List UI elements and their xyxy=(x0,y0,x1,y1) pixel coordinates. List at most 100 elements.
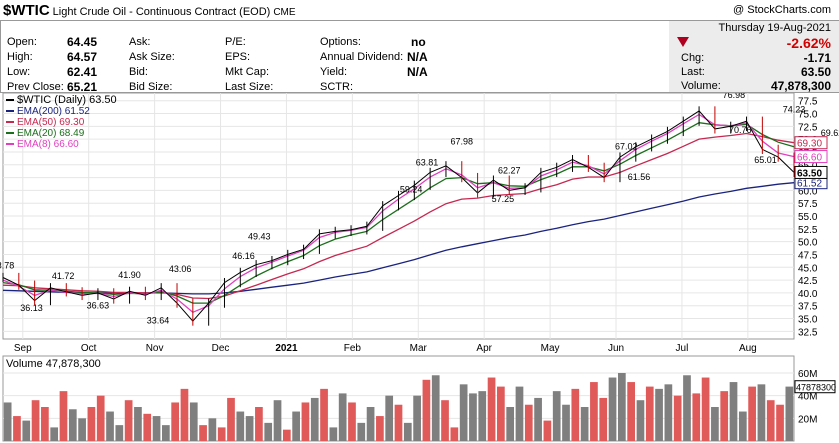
price-annotation: 43.78 xyxy=(0,260,14,270)
volume-bar xyxy=(552,391,561,441)
chg-label: Chg: xyxy=(681,52,705,64)
sctr-label: SCTR: xyxy=(320,81,353,93)
y-tick-label: 47.5 xyxy=(798,250,818,261)
volume-bar xyxy=(664,384,673,441)
volume-bar xyxy=(701,377,710,441)
bid-size-label: Bid Size: xyxy=(129,81,173,93)
volume-bar xyxy=(636,400,645,441)
volume-bar xyxy=(106,411,114,441)
down-arrow-icon xyxy=(677,37,689,47)
price-annotation: 49.43 xyxy=(248,232,271,242)
volume-tick-label: 20M xyxy=(798,414,817,425)
volume-bar xyxy=(608,377,617,441)
y-tick-label: 72.5 xyxy=(798,122,818,133)
volume-bar xyxy=(673,395,682,441)
volume-bar xyxy=(96,395,105,441)
volume-bar xyxy=(143,413,152,441)
volume-bar xyxy=(3,402,12,441)
volume-bar xyxy=(366,407,375,441)
volume-bar xyxy=(78,418,86,441)
volume-bar xyxy=(115,425,124,441)
volume-bar xyxy=(431,375,440,441)
volume-bar xyxy=(738,411,747,441)
volume-bar xyxy=(478,391,487,441)
volume-bar xyxy=(590,382,598,441)
legend-ema50: EMA(50) 69.30 xyxy=(17,117,85,128)
value-tag-label-ema200: 61.52 xyxy=(797,179,822,190)
description: Light Crude Oil - Continuous Contract (E… xyxy=(52,6,271,18)
price-annotation: 62.27 xyxy=(498,166,521,176)
volume-bar xyxy=(357,422,366,441)
volume-bar xyxy=(627,382,635,441)
volume-bar xyxy=(534,397,542,441)
volume-bar xyxy=(208,418,217,441)
price-annotation: 43.06 xyxy=(169,264,192,274)
annual-dividend-value: N/A xyxy=(407,50,428,64)
volume-bar xyxy=(450,427,459,441)
volume-bar xyxy=(68,409,77,441)
price-annotation: 69.62 xyxy=(821,128,839,138)
quote-panel: Open: 64.45 High: 64.57 Low: 62.41 Prev … xyxy=(0,20,839,94)
volume-bar xyxy=(785,386,794,441)
options-value: no xyxy=(411,35,426,49)
x-tick-label: Aug xyxy=(739,343,757,353)
last-size-label: Last Size: xyxy=(225,81,274,93)
volume-bar xyxy=(441,400,449,441)
price-annotation: 41.90 xyxy=(118,270,141,280)
volume-bar xyxy=(189,402,198,441)
volume-bar xyxy=(403,422,412,441)
price-annotation: 63.81 xyxy=(416,157,439,167)
volume-bar xyxy=(562,404,570,441)
volume-bar xyxy=(162,425,170,441)
low-value: 62.41 xyxy=(67,65,98,79)
volume-tag-label: 47878300 xyxy=(796,383,836,393)
ask-label: Ask: xyxy=(129,36,151,48)
value-tag-ema50 xyxy=(794,136,828,150)
y-tick-label: 57.5 xyxy=(798,199,818,210)
x-tick-label: Apr xyxy=(476,343,492,353)
volume-bar xyxy=(292,411,300,441)
volume-bar xyxy=(385,395,394,441)
low-label: Low: xyxy=(7,66,31,78)
volume-bar xyxy=(236,411,245,441)
volume-bar xyxy=(757,384,766,441)
price-annotation: 46.16 xyxy=(232,251,255,261)
volume-bar xyxy=(599,397,608,441)
symbol: $WTIC xyxy=(3,2,50,19)
x-tick-label: 2021 xyxy=(275,343,298,353)
volume-bar xyxy=(245,416,254,441)
value-tag-price xyxy=(794,165,828,179)
volume-bar xyxy=(310,397,319,441)
volume-bar xyxy=(506,407,515,441)
volume-bar xyxy=(571,388,580,441)
price-annotation: 57.25 xyxy=(492,194,515,204)
volume-value: 47,878,300 xyxy=(770,79,831,93)
volume-bar xyxy=(348,402,356,441)
price-annotation: 67.02 xyxy=(615,141,638,151)
change-percent: -2.62% xyxy=(786,35,831,51)
volume-bar xyxy=(329,427,338,441)
price-annotation: 67.98 xyxy=(451,136,474,146)
volume-bar xyxy=(766,400,775,441)
price-annotation: 36.63 xyxy=(87,300,110,310)
chg-value: -1.71 xyxy=(803,51,831,65)
volume-bar xyxy=(655,388,663,441)
volume-bar xyxy=(50,427,59,441)
y-tick-label: 55.0 xyxy=(798,212,818,223)
mkt-cap-label: Mkt Cap: xyxy=(225,66,270,78)
x-tick-label: Mar xyxy=(410,343,428,353)
volume-bar xyxy=(217,427,226,441)
volume-bar xyxy=(487,377,496,441)
volume-bar xyxy=(748,386,756,441)
volume-bar xyxy=(683,375,691,441)
volume-bar xyxy=(227,397,235,441)
y-tick-label: 40.0 xyxy=(798,289,818,300)
volume-bar xyxy=(87,407,96,441)
y-tick-label: 32.5 xyxy=(798,327,818,338)
price-annotation: 76.98 xyxy=(723,93,746,100)
value-tag-ema8 xyxy=(794,150,828,164)
price-annotation: 36.13 xyxy=(20,303,43,313)
volume-bar xyxy=(255,407,263,441)
y-tick-label: 37.5 xyxy=(798,302,818,313)
volume-bar xyxy=(543,420,552,441)
